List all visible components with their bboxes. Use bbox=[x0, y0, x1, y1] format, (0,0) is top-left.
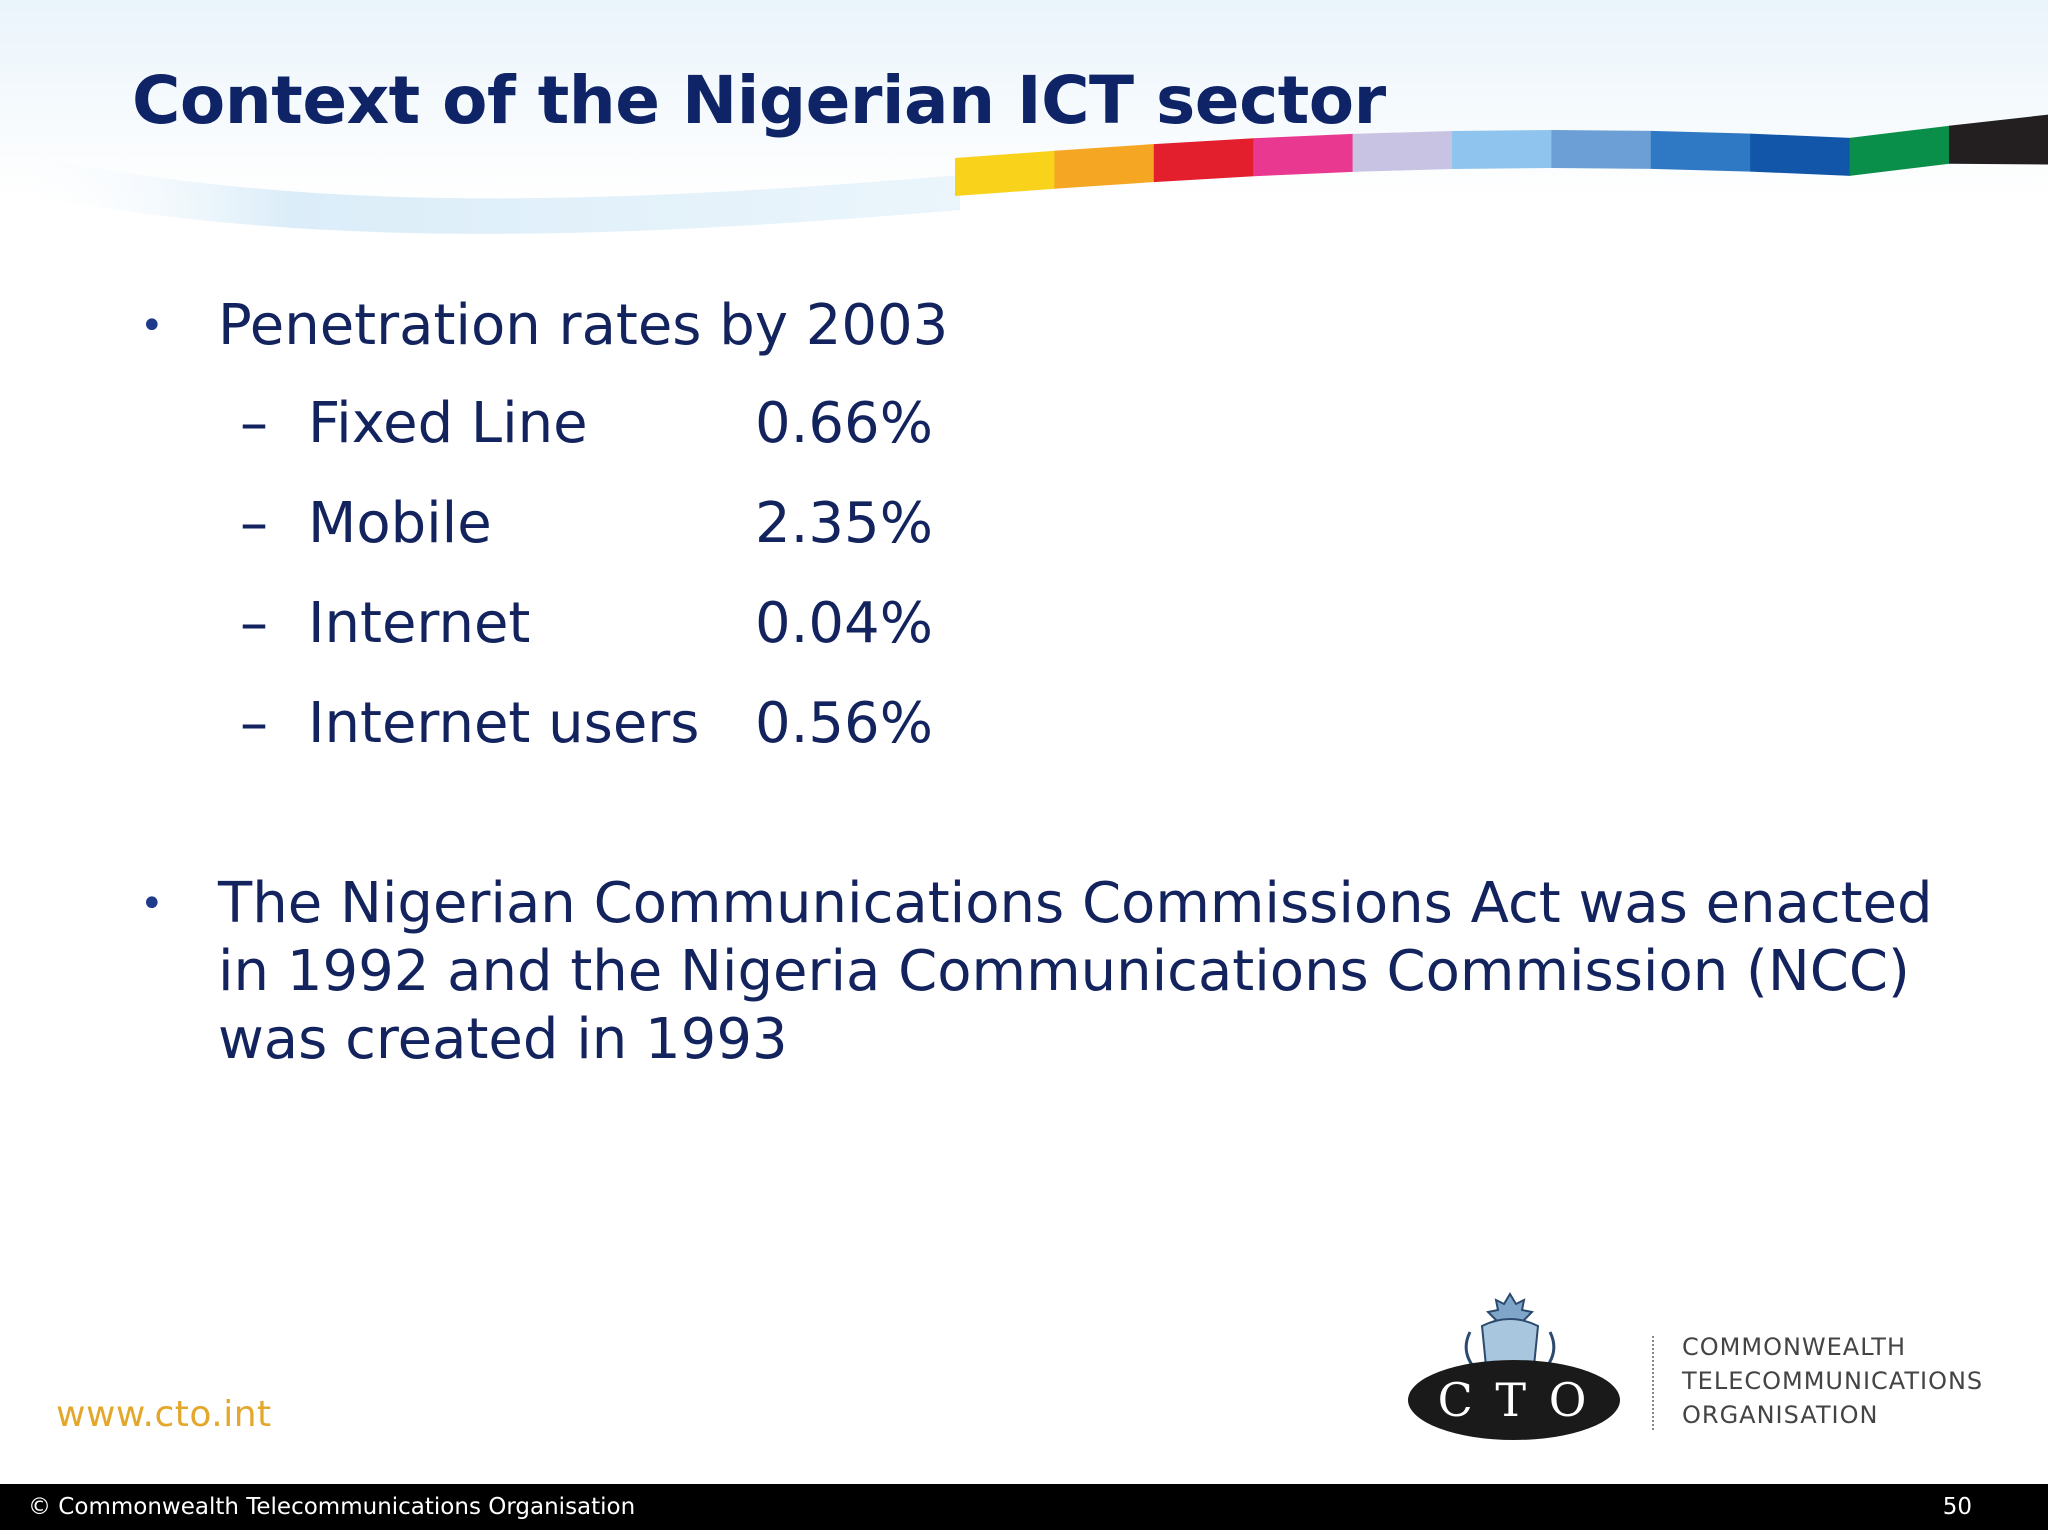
bullet-icon: • bbox=[140, 303, 164, 349]
rate-label: Internet bbox=[308, 591, 531, 656]
crest-icon bbox=[1464, 1292, 1556, 1372]
logo-separator bbox=[1652, 1336, 1654, 1430]
rates-list: – Fixed Line 0.66% – Mobile 2.35% – Inte… bbox=[140, 374, 1940, 774]
stripe-segment bbox=[1650, 130, 1751, 172]
bullet-icon: • bbox=[140, 881, 164, 927]
header-band bbox=[0, 0, 2048, 234]
stripe-segment bbox=[1352, 131, 1453, 172]
copyright-text: © Commonwealth Telecommunications Organi… bbox=[28, 1494, 636, 1520]
bullet-ncc-act: • The Nigerian Communications Commission… bbox=[140, 870, 1940, 1074]
rate-value: 2.35% bbox=[755, 491, 933, 556]
stripe-segment bbox=[1551, 130, 1652, 169]
dash-icon: – bbox=[240, 491, 268, 556]
page-number: 50 bbox=[1942, 1494, 1972, 1520]
rate-value: 0.04% bbox=[755, 591, 933, 656]
org-line: TELECOMMUNICATIONS bbox=[1682, 1367, 1984, 1395]
cto-logo: C T O bbox=[1408, 1292, 1620, 1440]
cto-oval bbox=[1408, 1360, 1620, 1440]
stripe-segment bbox=[1054, 144, 1155, 189]
rate-label: Mobile bbox=[308, 491, 492, 556]
dash-icon: – bbox=[240, 691, 268, 756]
org-name: COMMONWEALTH TELECOMMUNICATIONS ORGANISA… bbox=[1682, 1330, 1983, 1432]
stripe-segment bbox=[1153, 138, 1254, 183]
colour-stripe bbox=[955, 114, 2048, 196]
bullet-text: Penetration rates by 2003 bbox=[218, 293, 949, 358]
dash-icon: – bbox=[240, 591, 268, 656]
rate-item-internet-users: – Internet users 0.56% bbox=[140, 674, 1940, 774]
rate-item-internet: – Internet 0.04% bbox=[140, 574, 1940, 674]
rate-item-mobile: – Mobile 2.35% bbox=[140, 474, 1940, 574]
rate-item-fixed-line: – Fixed Line 0.66% bbox=[140, 374, 1940, 474]
bullet-text: The Nigerian Communications Commissions … bbox=[218, 871, 1933, 1072]
rate-label: Fixed Line bbox=[308, 391, 588, 456]
website-link[interactable]: www.cto.int bbox=[56, 1394, 272, 1435]
cto-letters: C T O bbox=[1438, 1373, 1591, 1427]
stripe-segment bbox=[1849, 125, 1950, 176]
stripe-segment bbox=[1452, 130, 1552, 170]
stripe-segment bbox=[955, 150, 1055, 196]
footer-bar: © Commonwealth Telecommunications Organi… bbox=[0, 1484, 2048, 1530]
rate-value: 0.56% bbox=[755, 691, 933, 756]
dash-icon: – bbox=[240, 391, 268, 456]
stripe-segment bbox=[1253, 133, 1354, 177]
stripe-segment bbox=[1949, 114, 2048, 165]
org-line: COMMONWEALTH bbox=[1682, 1333, 1906, 1361]
rate-label: Internet users bbox=[308, 691, 700, 756]
slide-body: • Penetration rates by 2003 – Fixed Line… bbox=[140, 292, 1940, 1074]
rate-value: 0.66% bbox=[755, 391, 933, 456]
stripe-segment bbox=[1750, 133, 1851, 176]
bullet-penetration: • Penetration rates by 2003 bbox=[140, 292, 1940, 360]
slide-title: Context of the Nigerian ICT sector bbox=[132, 62, 1386, 139]
org-line: ORGANISATION bbox=[1682, 1401, 1879, 1429]
